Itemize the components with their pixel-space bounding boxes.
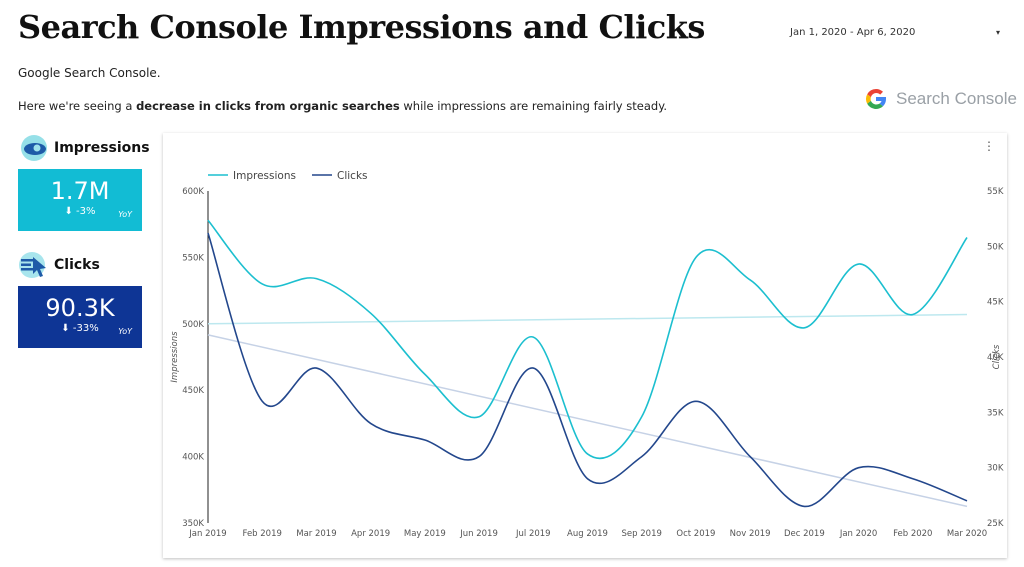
dropdown-caret-icon: ▾ [995, 27, 1000, 37]
y-left-tick-label: 550K [182, 253, 204, 263]
legend-label-impressions: Impressions [233, 170, 296, 182]
impressions-trendline [207, 313, 968, 325]
date-range-control[interactable]: Jan 1, 2020 - Apr 6, 2020 ▾ [790, 22, 1000, 42]
time-series-chart[interactable]: 350K 400K 450K 500K 550K 600K 25K 30K 35K 40K 45K 5… [163, 133, 1007, 558]
y-right-tick-label: 35K [987, 408, 1004, 418]
x-tick-label: Jul 2019 [515, 529, 551, 539]
y-right-axis-title: Clicks [992, 344, 1002, 369]
impressions-scorecard[interactable]: 1.7M ⬇ -3% YoY [18, 169, 142, 231]
search-console-logo-text: Search Console [896, 89, 1017, 108]
y-right-tick-label: 45K [987, 298, 1004, 308]
x-tick-label: May 2019 [404, 529, 446, 539]
x-tick-label: Oct 2019 [676, 529, 715, 539]
x-tick-label: Jan 2020 [839, 529, 877, 539]
description-highlight: decrease in clicks from organic searches [136, 99, 400, 113]
chart-svg: 350K 400K 450K 500K 550K 600K 25K 30K 35K 40K 45K 5… [170, 170, 1004, 539]
clicks-series-line [207, 232, 968, 508]
clicks-yoy-label: YoY [118, 327, 132, 336]
impressions-series-line [207, 219, 968, 460]
x-tick-label: Dec 2019 [784, 529, 825, 539]
x-tick-label: Jan 2019 [188, 529, 226, 539]
x-tick-label: Apr 2019 [351, 529, 390, 539]
impressions-yoy-label: YoY [118, 210, 132, 219]
clicks-scorecard[interactable]: 90.3K ⬇ -33% YoY [18, 286, 142, 348]
clicks-value: 90.3K [45, 294, 115, 322]
impressions-value: 1.7M [50, 177, 110, 205]
y-left-tick-label: 500K [182, 320, 204, 330]
y-left-tick-label: 350K [182, 519, 204, 529]
clicks-delta: ⬇ -33% [18, 323, 142, 334]
x-tick-label: Nov 2019 [730, 529, 771, 539]
clicks-kpi-label: Clicks [54, 257, 100, 273]
y-left-tick-label: 450K [182, 386, 204, 396]
legend-label-clicks: Clicks [337, 170, 368, 182]
more-options-icon[interactable]: ⋮ [983, 139, 995, 153]
x-tick-label: Aug 2019 [567, 529, 608, 539]
page-title: Search Console Impressions and Clicks [18, 8, 705, 46]
x-tick-label: Feb 2019 [243, 529, 282, 539]
x-tick-label: Mar 2020 [947, 529, 987, 539]
description-prefix: Here we're seeing a [18, 99, 137, 113]
y-left-tick-label: 600K [182, 187, 204, 197]
impressions-delta: ⬇ -3% [18, 206, 142, 217]
y-right-tick-label: 40K [987, 353, 1004, 363]
clicks-delta-value: -33% [72, 323, 99, 334]
date-range-label: Jan 1, 2020 - Apr 6, 2020 [790, 26, 916, 38]
cursor-click-icon [19, 252, 46, 278]
x-tick-label: Jun 2019 [459, 529, 498, 539]
clicks-kpi-header: Clicks [18, 251, 100, 279]
x-tick-label: Mar 2019 [296, 529, 336, 539]
y-left-axis-title: Impressions [170, 331, 180, 383]
y-right-tick-label: 55K [987, 187, 1004, 197]
impressions-delta-value: -3% [76, 206, 96, 217]
x-tick-label: Sep 2019 [622, 529, 662, 539]
clicks-trendline [207, 334, 968, 508]
impressions-kpi-label: Impressions [54, 140, 150, 156]
down-arrow-icon: ⬇ [64, 206, 73, 217]
y-right-tick-label: 30K [987, 464, 1004, 474]
x-tick-label: Feb 2020 [893, 529, 932, 539]
description-suffix: while impressions are remaining fairly s… [399, 99, 668, 113]
search-console-logo: Search Console [864, 87, 1017, 111]
description-text: Here we're seeing a decrease in clicks f… [18, 99, 667, 113]
y-left-tick-label: 400K [182, 453, 204, 463]
y-right-tick-label: 50K [987, 242, 1004, 252]
impressions-kpi-header: Impressions [18, 134, 150, 162]
google-g-icon [866, 88, 887, 110]
data-source-text: Google Search Console. [18, 66, 161, 80]
y-right-tick-label: 25K [987, 519, 1004, 529]
eye-icon [21, 135, 47, 161]
down-arrow-icon: ⬇ [61, 323, 70, 334]
